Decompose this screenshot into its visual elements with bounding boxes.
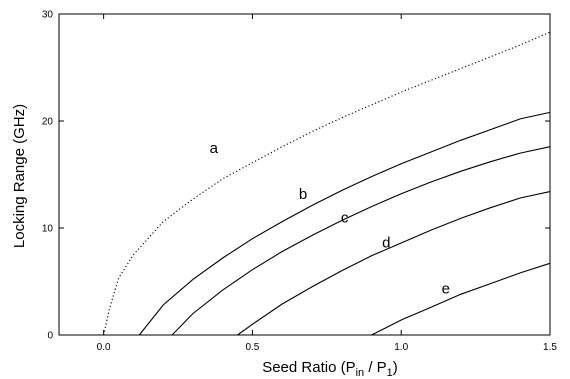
- x-tick-label: 0.0: [97, 342, 111, 353]
- x-tick-label: 0.5: [245, 342, 259, 353]
- series-line-c: [171, 146, 551, 336]
- curve-label-e: e: [442, 280, 450, 297]
- x-axis: 0.0 0.5 1.0 1.5: [97, 14, 557, 353]
- y-tick-label: 20: [42, 117, 54, 128]
- series-line-d: [237, 191, 551, 336]
- series-lines: [103, 31, 551, 336]
- curve-label-c: c: [341, 210, 349, 227]
- curve-labels: a b c d e: [210, 140, 450, 297]
- x-tick-label: 1.0: [394, 342, 408, 353]
- y-axis: 0 10 20 30: [42, 10, 550, 342]
- y-axis-title: Locking Range (GHz): [11, 104, 28, 248]
- curve-label-b: b: [299, 186, 307, 203]
- y-tick-label: 10: [42, 224, 54, 235]
- x-axis-title: Seed Ratio (Pin / P1): [262, 359, 398, 379]
- y-tick-label: 0: [47, 331, 53, 342]
- x-tick-label: 1.5: [543, 342, 557, 353]
- plot-border: [58, 13, 551, 336]
- y-tick-label: 30: [42, 10, 54, 21]
- curve-label-a: a: [210, 140, 219, 157]
- series-line-b: [138, 111, 551, 336]
- series-line-e: [371, 262, 551, 336]
- curve-label-d: d: [382, 234, 390, 251]
- plot-frame: [58, 13, 551, 336]
- series-line-a: [103, 31, 551, 336]
